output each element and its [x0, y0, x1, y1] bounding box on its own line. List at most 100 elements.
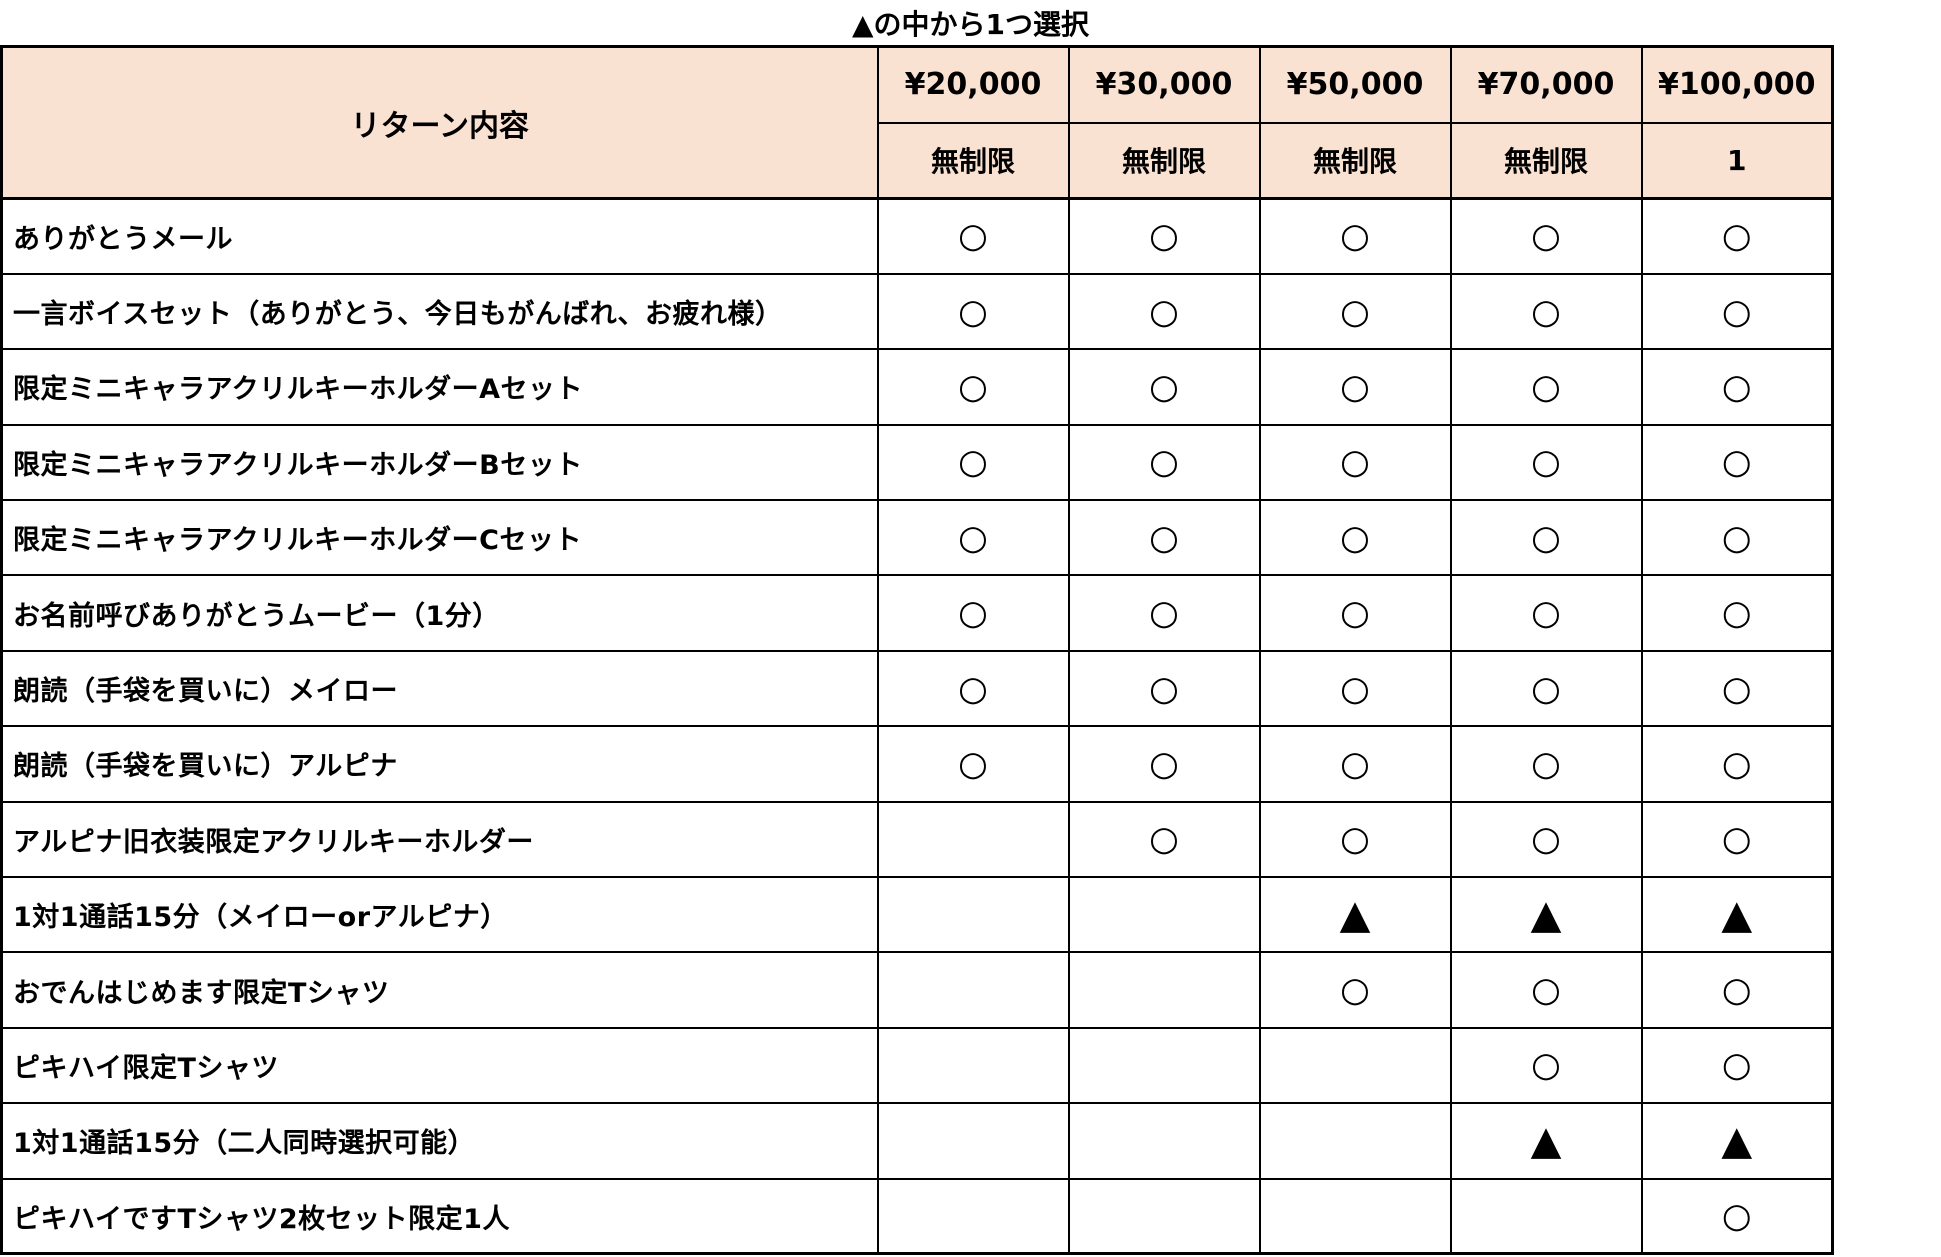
- availability-mark-cell: ○: [1640, 197, 1834, 275]
- table-header: リターン内容 ¥20,000 ¥30,000 ¥50,000 ¥70,000 ¥…: [0, 45, 1834, 200]
- availability-mark-cell: ○: [876, 423, 1070, 502]
- availability-mark-cell: ○: [1067, 272, 1261, 351]
- returns-header-cell: リターン内容: [0, 45, 879, 200]
- availability-mark-cell: ○: [1258, 499, 1452, 577]
- price-header: ¥100,000: [1640, 45, 1834, 124]
- availability-mark-cell: ○: [1258, 800, 1452, 879]
- page-title: ▲の中から1つ選択: [851, 8, 1090, 41]
- availability-mark-cell: ○: [1258, 574, 1452, 652]
- availability-mark-cell: ○: [1067, 499, 1261, 577]
- availability-mark-cell: ○: [1258, 348, 1452, 426]
- return-label: 限定ミニキャラアクリルキーホルダーAセット: [0, 348, 879, 426]
- availability-mark-cell: ○: [1067, 348, 1261, 426]
- availability-mark-cell: ○: [1258, 423, 1452, 502]
- availability-mark-cell: ○: [1067, 800, 1261, 879]
- return-label: ピキハイ限定Tシャツ: [0, 1026, 879, 1105]
- table-row: お名前呼びありがとうムービー（1分） ○ ○ ○ ○ ○: [0, 574, 1834, 652]
- limit-header: 1: [1640, 121, 1834, 200]
- availability-mark-cell: ○: [1258, 272, 1452, 351]
- availability-mark-cell: ○: [1640, 1177, 1834, 1255]
- limit-header: 無制限: [876, 121, 1070, 200]
- availability-mark-cell: [876, 1177, 1070, 1255]
- availability-mark-cell: ○: [1449, 348, 1643, 426]
- table-row: 朗読（手袋を買いに）アルピナ ○ ○ ○ ○ ○: [0, 725, 1834, 803]
- table-row: 限定ミニキャラアクリルキーホルダーAセット ○ ○ ○ ○ ○: [0, 348, 1834, 426]
- price-header: ¥20,000: [876, 45, 1070, 124]
- availability-mark-cell: ○: [1258, 649, 1452, 728]
- availability-mark-cell: ○: [876, 499, 1070, 577]
- availability-mark-cell: ○: [1449, 423, 1643, 502]
- table-row: ありがとうメール ○ ○ ○ ○ ○: [0, 197, 1834, 275]
- availability-mark-cell: [1067, 951, 1261, 1029]
- availability-mark-cell: ○: [1449, 1026, 1643, 1105]
- return-label: 朗読（手袋を買いに）アルピナ: [0, 725, 879, 803]
- availability-mark-cell: ○: [1258, 197, 1452, 275]
- availability-mark-cell: ▲: [1449, 1102, 1643, 1180]
- availability-mark-cell: ○: [1067, 649, 1261, 728]
- return-label: 限定ミニキャラアクリルキーホルダーCセット: [0, 499, 879, 577]
- availability-mark-cell: [876, 876, 1070, 954]
- limit-header: 無制限: [1449, 121, 1643, 200]
- availability-mark-cell: ○: [876, 272, 1070, 351]
- availability-mark-cell: ○: [1640, 423, 1834, 502]
- availability-mark-cell: ○: [1258, 725, 1452, 803]
- table-row: おでんはじめます限定Tシャツ ○ ○ ○: [0, 951, 1834, 1029]
- availability-mark-cell: ○: [1640, 951, 1834, 1029]
- table-body: ありがとうメール ○ ○ ○ ○ ○ 一言ボイスセット（ありがとう、今日もがんば…: [0, 197, 1834, 1255]
- availability-mark-cell: [1449, 1177, 1643, 1255]
- availability-mark-cell: ▲: [1640, 876, 1834, 954]
- limit-header-row: 無制限 無制限 無制限 無制限 1: [2, 121, 1834, 200]
- availability-mark-cell: ○: [1640, 499, 1834, 577]
- availability-mark-cell: ▲: [1640, 1102, 1834, 1180]
- availability-mark-cell: ○: [1449, 649, 1643, 728]
- price-header: ¥50,000: [1258, 45, 1452, 124]
- table-row: 一言ボイスセット（ありがとう、今日もがんばれ、お疲れ様） ○ ○ ○ ○ ○: [0, 272, 1834, 351]
- return-label: おでんはじめます限定Tシャツ: [0, 951, 879, 1029]
- limit-header: 無制限: [1258, 121, 1452, 200]
- table-row: 1対1通話15分（二人同時選択可能） ▲ ▲: [0, 1102, 1834, 1180]
- availability-mark-cell: ○: [1640, 725, 1834, 803]
- price-header: ¥70,000: [1449, 45, 1643, 124]
- return-label: お名前呼びありがとうムービー（1分）: [0, 574, 879, 652]
- availability-mark-cell: ○: [1640, 1026, 1834, 1105]
- availability-mark-cell: ○: [1640, 272, 1834, 351]
- price-header: ¥30,000: [1067, 45, 1261, 124]
- limit-header: 無制限: [1067, 121, 1261, 200]
- availability-mark-cell: ○: [1067, 574, 1261, 652]
- availability-mark-cell: ○: [1449, 951, 1643, 1029]
- availability-mark-cell: [1258, 1177, 1452, 1255]
- return-label: 1対1通話15分（メイローorアルピナ）: [0, 876, 879, 954]
- availability-mark-cell: ○: [1449, 725, 1643, 803]
- availability-mark-cell: ○: [876, 725, 1070, 803]
- availability-mark-cell: ○: [876, 649, 1070, 728]
- return-label: 朗読（手袋を買いに）メイロー: [0, 649, 879, 728]
- availability-mark-cell: ○: [1067, 423, 1261, 502]
- table-row: 朗読（手袋を買いに）メイロー ○ ○ ○ ○ ○: [0, 649, 1834, 728]
- availability-mark-cell: ○: [1640, 649, 1834, 728]
- return-label: 限定ミニキャラアクリルキーホルダーBセット: [0, 423, 879, 502]
- return-label: ありがとうメール: [0, 197, 879, 275]
- availability-mark-cell: [1067, 1102, 1261, 1180]
- availability-mark-cell: ○: [876, 348, 1070, 426]
- availability-mark-cell: [876, 951, 1070, 1029]
- availability-mark-cell: ○: [876, 574, 1070, 652]
- availability-mark-cell: ○: [1449, 197, 1643, 275]
- availability-mark-cell: [1067, 1177, 1261, 1255]
- availability-mark-cell: ○: [1067, 725, 1261, 803]
- availability-mark-cell: [1258, 1102, 1452, 1180]
- table-row: 限定ミニキャラアクリルキーホルダーCセット ○ ○ ○ ○ ○: [0, 499, 1834, 577]
- return-label: 1対1通話15分（二人同時選択可能）: [0, 1102, 879, 1180]
- table-row: アルピナ旧衣装限定アクリルキーホルダー ○ ○ ○ ○: [0, 800, 1834, 879]
- availability-mark-cell: ○: [1449, 574, 1643, 652]
- price-header-row: リターン内容 ¥20,000 ¥30,000 ¥50,000 ¥70,000 ¥…: [0, 45, 1834, 200]
- availability-mark-cell: [876, 1026, 1070, 1105]
- availability-mark-cell: [1067, 876, 1261, 954]
- availability-mark-cell: [876, 800, 1070, 879]
- availability-mark-cell: ▲: [1258, 876, 1452, 954]
- availability-mark-cell: ○: [1640, 800, 1834, 879]
- table-row: ピキハイですTシャツ2枚セット限定1人 ○: [0, 1177, 1834, 1255]
- returns-table: リターン内容 ¥20,000 ¥30,000 ¥50,000 ¥70,000 ¥…: [0, 45, 1834, 1256]
- availability-mark-cell: ○: [1449, 272, 1643, 351]
- availability-mark-cell: ○: [1258, 951, 1452, 1029]
